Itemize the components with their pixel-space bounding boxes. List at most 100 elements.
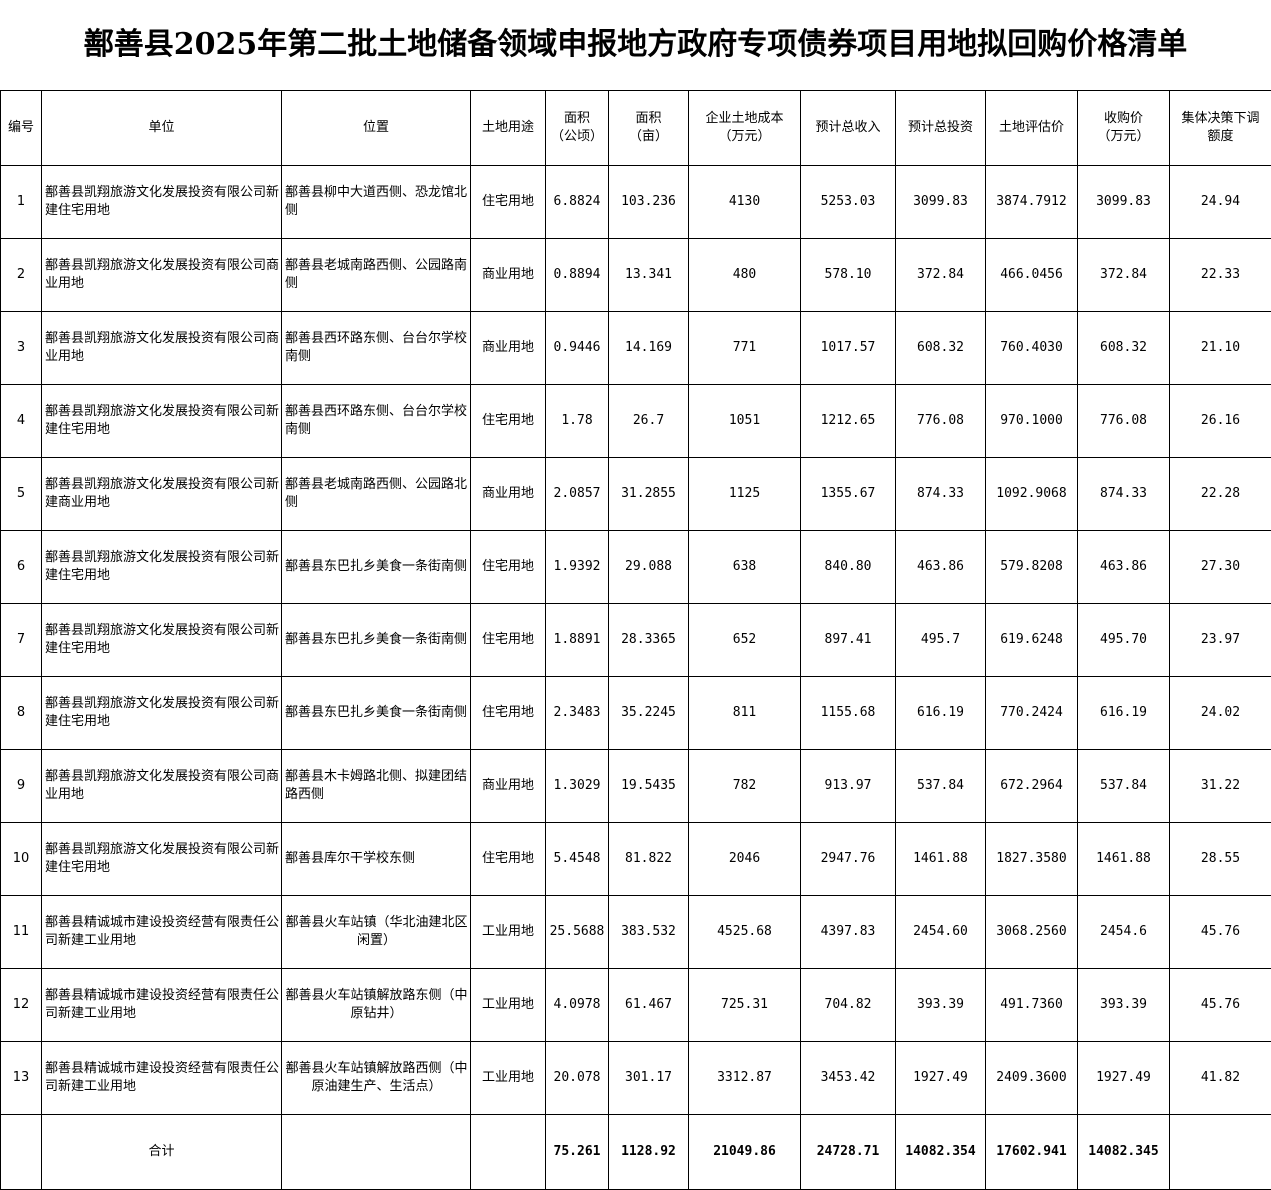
cell-no: 13	[1, 1042, 42, 1115]
price-table: 编号单位位置土地用途面积（公顷）面积（亩）企业土地成本（万元）预计总收入预计总投…	[0, 90, 1271, 1190]
cell-reduce: 41.82	[1170, 1042, 1271, 1115]
cell-no: 10	[1, 823, 42, 896]
cell-ha: 1.8891	[546, 604, 609, 677]
cell-ha: 0.9446	[546, 312, 609, 385]
cell-invest: 495.7	[896, 604, 986, 677]
cell-reduce: 26.16	[1170, 385, 1271, 458]
cell-mu: 35.2245	[609, 677, 689, 750]
cell-unit: 鄯善县精诚城市建设投资经营有限责任公司新建工业用地	[42, 896, 282, 969]
cell-income: 3453.42	[801, 1042, 896, 1115]
cell-price: 537.84	[1078, 750, 1170, 823]
cell-use: 住宅用地	[471, 604, 546, 677]
total-mu: 1128.92	[609, 1115, 689, 1190]
column-header-line: 预计总投资	[898, 119, 983, 137]
cell-location: 鄯善县木卡姆路北侧、拟建团结路西侧	[282, 750, 471, 823]
cell-use: 工业用地	[471, 1042, 546, 1115]
cell-use: 商业用地	[471, 458, 546, 531]
cell-location: 鄯善县西环路东侧、台台尔学校南侧	[282, 312, 471, 385]
cell-eval: 970.1000	[986, 385, 1078, 458]
cell-invest: 463.86	[896, 531, 986, 604]
cell-reduce: 28.55	[1170, 823, 1271, 896]
cell-mu: 13.341	[609, 239, 689, 312]
cell-income: 2947.76	[801, 823, 896, 896]
cell-ha: 2.3483	[546, 677, 609, 750]
column-header: 面积（公顷）	[546, 91, 609, 166]
cell-unit: 鄯善县凯翔旅游文化发展投资有限公司新建住宅用地	[42, 604, 282, 677]
cell-mu: 301.17	[609, 1042, 689, 1115]
cell-income: 1155.68	[801, 677, 896, 750]
cell-invest: 608.32	[896, 312, 986, 385]
cell-price: 372.84	[1078, 239, 1170, 312]
cell-use: 住宅用地	[471, 531, 546, 604]
column-header-line: 土地评估价	[988, 119, 1075, 137]
cell-income: 4397.83	[801, 896, 896, 969]
column-header-line: （万元）	[1080, 128, 1167, 146]
cell-reduce: 45.76	[1170, 969, 1271, 1042]
cell-price: 874.33	[1078, 458, 1170, 531]
cell-invest: 776.08	[896, 385, 986, 458]
cell-eval: 1092.9068	[986, 458, 1078, 531]
cell-cost: 4130	[689, 166, 801, 239]
cell-location: 鄯善县老城南路西侧、公园路南侧	[282, 239, 471, 312]
column-header-line: 位置	[284, 119, 468, 137]
cell-eval: 491.7360	[986, 969, 1078, 1042]
cell-location: 鄯善县东巴扎乡美食一条街南侧	[282, 677, 471, 750]
cell-price: 393.39	[1078, 969, 1170, 1042]
cell-mu: 14.169	[609, 312, 689, 385]
total-income: 24728.71	[801, 1115, 896, 1190]
cell-no: 9	[1, 750, 42, 823]
cell-mu: 26.7	[609, 385, 689, 458]
cell-invest: 874.33	[896, 458, 986, 531]
cell-price: 776.08	[1078, 385, 1170, 458]
cell-price: 616.19	[1078, 677, 1170, 750]
total-eval: 17602.941	[986, 1115, 1078, 1190]
cell-invest: 537.84	[896, 750, 986, 823]
cell-location: 鄯善县东巴扎乡美食一条街南侧	[282, 604, 471, 677]
column-header-line: 预计总收入	[803, 119, 893, 137]
cell-cost: 725.31	[689, 969, 801, 1042]
cell-ha: 1.9392	[546, 531, 609, 604]
cell-reduce: 22.33	[1170, 239, 1271, 312]
column-header: 预计总投资	[896, 91, 986, 166]
column-header: 面积（亩）	[609, 91, 689, 166]
cell-unit: 鄯善县凯翔旅游文化发展投资有限公司新建住宅用地	[42, 677, 282, 750]
cell-reduce: 24.94	[1170, 166, 1271, 239]
cell-price: 608.32	[1078, 312, 1170, 385]
cell-income: 840.80	[801, 531, 896, 604]
cell-unit: 鄯善县精诚城市建设投资经营有限责任公司新建工业用地	[42, 969, 282, 1042]
column-header-line: 土地用途	[473, 119, 543, 137]
cell-use: 商业用地	[471, 312, 546, 385]
cell-ha: 6.8824	[546, 166, 609, 239]
cell-mu: 103.236	[609, 166, 689, 239]
cell-mu: 61.467	[609, 969, 689, 1042]
cell-ha: 0.8894	[546, 239, 609, 312]
empty-cell	[471, 1115, 546, 1190]
cell-unit: 鄯善县凯翔旅游文化发展投资有限公司商业用地	[42, 750, 282, 823]
cell-eval: 3068.2560	[986, 896, 1078, 969]
column-header-line: （万元）	[691, 128, 798, 146]
cell-income: 1212.65	[801, 385, 896, 458]
cell-price: 3099.83	[1078, 166, 1170, 239]
empty-cell	[1, 1115, 42, 1190]
cell-mu: 28.3365	[609, 604, 689, 677]
cell-mu: 19.5435	[609, 750, 689, 823]
column-header: 土地用途	[471, 91, 546, 166]
cell-reduce: 22.28	[1170, 458, 1271, 531]
cell-ha: 1.3029	[546, 750, 609, 823]
cell-price: 1927.49	[1078, 1042, 1170, 1115]
column-header: 收购价（万元）	[1078, 91, 1170, 166]
column-header-line: 单位	[44, 119, 279, 137]
cell-income: 704.82	[801, 969, 896, 1042]
cell-no: 3	[1, 312, 42, 385]
cell-cost: 811	[689, 677, 801, 750]
cell-price: 495.70	[1078, 604, 1170, 677]
cell-cost: 1125	[689, 458, 801, 531]
cell-use: 住宅用地	[471, 385, 546, 458]
